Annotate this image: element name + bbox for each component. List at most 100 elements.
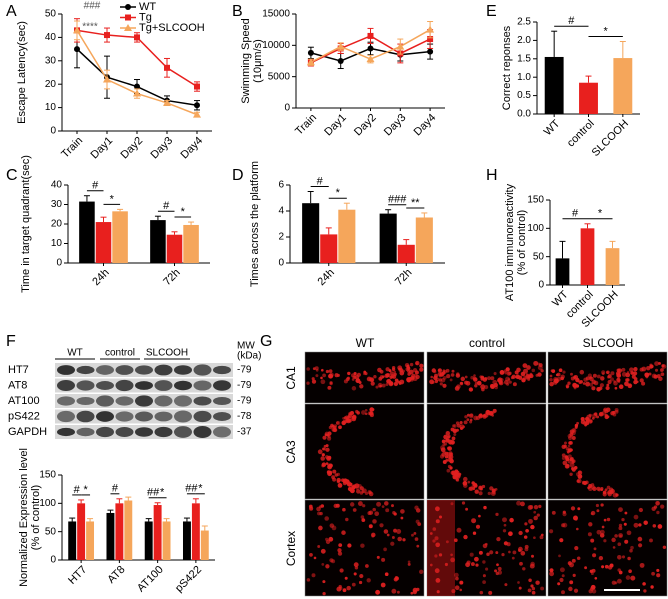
cell-dot <box>466 418 470 422</box>
cell-dot <box>435 506 440 512</box>
cell-dot <box>361 488 367 494</box>
cell-dot <box>509 517 514 523</box>
cell-dot <box>383 501 389 506</box>
cell-dot <box>589 383 594 387</box>
cell-dot <box>342 419 347 424</box>
column-label: WT <box>356 336 375 350</box>
cell-dot <box>591 386 596 391</box>
cell-dot <box>399 370 405 376</box>
bar <box>183 224 199 263</box>
annotation: * <box>160 487 165 499</box>
cell-dot <box>530 584 534 588</box>
cell-dot <box>492 379 498 385</box>
cell-dot <box>311 573 316 578</box>
cell-dot <box>574 546 579 551</box>
cell-dot <box>630 545 634 550</box>
cell-dot <box>523 535 528 539</box>
bar <box>162 521 171 560</box>
cell-dot <box>603 539 607 543</box>
cell-dot <box>330 423 334 428</box>
cell-dot <box>464 415 468 419</box>
y-tick-label: 1.0 <box>517 72 531 83</box>
blot-band <box>57 380 75 391</box>
cell-dot <box>313 556 317 560</box>
cell-dot <box>525 528 529 533</box>
bar <box>95 222 112 263</box>
cell-dot <box>625 372 631 378</box>
cell-dot <box>651 373 657 379</box>
cell-dot <box>474 381 478 385</box>
cell-dot <box>570 506 576 511</box>
cell-dot <box>465 380 471 386</box>
cell-dot <box>322 373 326 378</box>
cell-dot <box>436 590 440 594</box>
cell-dot <box>569 562 574 568</box>
cell-dot <box>435 542 441 548</box>
y-tick-label: 1.5 <box>517 53 531 64</box>
blot-band <box>96 426 114 438</box>
marker <box>134 83 140 90</box>
cell-dot <box>463 420 468 425</box>
cell-dot <box>630 371 634 375</box>
cell-dot <box>576 556 581 561</box>
cell-dot <box>531 590 536 595</box>
bar <box>415 217 433 263</box>
cell-dot <box>379 523 384 528</box>
cell-dot <box>383 529 389 534</box>
cell-dot <box>359 574 364 579</box>
cell-dot <box>329 381 333 385</box>
cell-dot <box>377 367 382 373</box>
cell-dot <box>455 576 459 581</box>
cell-dot <box>570 372 573 376</box>
cell-dot <box>614 534 618 538</box>
cell-dot <box>451 589 456 594</box>
cell-dot <box>646 366 651 371</box>
cell-dot <box>633 522 639 528</box>
bar <box>182 521 191 560</box>
cell-dot <box>396 529 402 534</box>
y-tick-label: 10000 <box>262 40 290 51</box>
annotation: * <box>604 25 609 37</box>
cell-dot <box>582 481 586 485</box>
blot-band <box>76 396 95 406</box>
marker <box>194 102 200 109</box>
cell-dot <box>549 381 554 387</box>
cell-dot <box>564 441 567 445</box>
cell-dot <box>484 377 488 380</box>
cell-dot <box>623 522 627 526</box>
cell-dot <box>315 374 319 378</box>
cell-dot <box>486 552 490 556</box>
cell-dot <box>379 375 384 380</box>
cell-dot <box>441 439 446 444</box>
cell-dot <box>649 538 653 543</box>
cell-dot <box>639 378 644 383</box>
column-label: control <box>469 336 505 350</box>
micrograph <box>304 499 425 597</box>
cell-dot <box>535 580 540 585</box>
bar <box>144 521 153 560</box>
y-axis-label: AT100 immunoreactivity <box>504 183 516 301</box>
cell-dot <box>549 529 554 534</box>
cell-dot <box>549 568 554 573</box>
cell-dot <box>590 483 595 487</box>
blot-band <box>76 365 95 375</box>
cell-dot <box>531 586 536 591</box>
y-tick-label: 10 <box>51 238 63 249</box>
cell-dot <box>367 411 372 416</box>
row-label: CA3 <box>284 440 298 464</box>
marker <box>103 75 111 83</box>
x-tick-label: 72h <box>161 267 182 288</box>
cell-dot <box>357 483 362 489</box>
cell-dot <box>628 569 632 574</box>
y-axis-label: Correct reponses <box>501 25 513 110</box>
y-tick-label: 2 <box>278 232 284 243</box>
cell-dot <box>324 516 329 521</box>
cell-dot <box>463 476 468 482</box>
blot-band <box>115 379 134 392</box>
cell-dot <box>450 557 455 563</box>
cell-dot <box>511 374 516 379</box>
cell-dot <box>390 541 395 546</box>
cell-dot <box>598 412 603 417</box>
x-tick-label: Day3 <box>382 112 409 139</box>
blot-mw: -37 <box>237 427 252 438</box>
